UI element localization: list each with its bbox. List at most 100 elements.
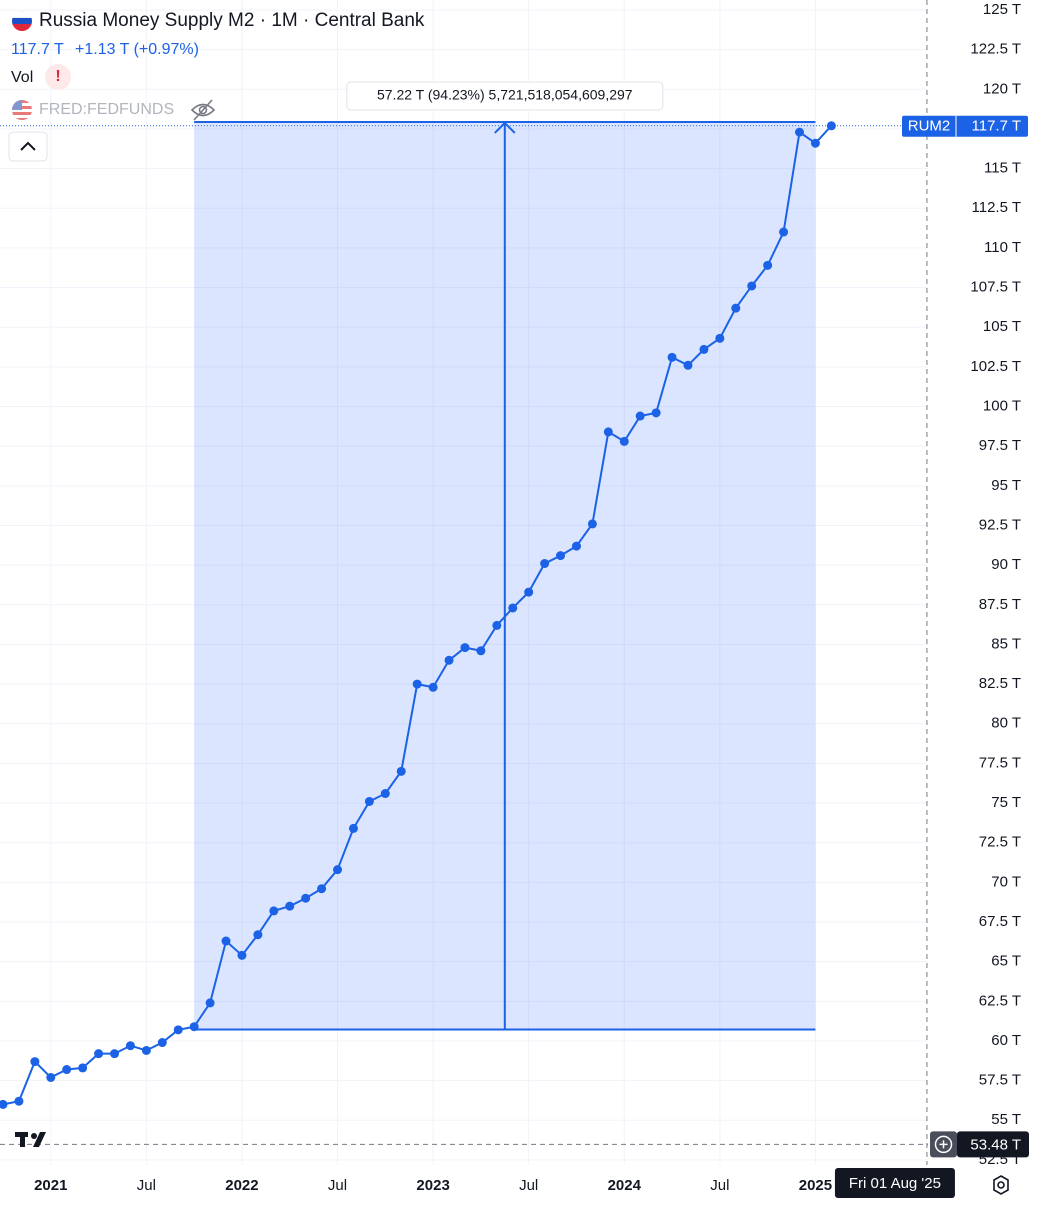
data-point — [317, 884, 327, 894]
alert-icon[interactable]: ! — [55, 68, 60, 85]
y-tick-label: 105 T — [983, 318, 1021, 335]
add-button-icon[interactable] — [934, 1135, 953, 1154]
data-point — [810, 138, 820, 148]
y-tick-label: 92.5 T — [979, 516, 1021, 533]
data-point — [635, 411, 645, 421]
data-point — [348, 823, 358, 833]
y-tick-label: 75 T — [991, 794, 1021, 811]
settings-icon[interactable] — [993, 1175, 1009, 1195]
data-point — [62, 1065, 72, 1075]
y-tick-label: 102.5 T — [970, 358, 1021, 375]
y-tick-label: 125 T — [983, 1, 1021, 18]
crosshair-price-label: 53.48 T — [970, 1136, 1021, 1153]
y-tick-label: 122.5 T — [970, 41, 1021, 58]
data-point — [412, 679, 422, 689]
data-point — [301, 893, 311, 903]
data-point — [763, 260, 773, 270]
legend-value: 117.7 T — [11, 41, 64, 58]
crosshair-price-bg — [957, 1131, 1029, 1158]
data-point — [205, 998, 215, 1008]
us-flag — [12, 100, 32, 120]
y-tick-label: 87.5 T — [979, 596, 1021, 613]
add-button-plus[interactable] — [939, 1140, 948, 1149]
x-tick-label: Jul — [328, 1177, 347, 1194]
overlay: Russia Money Supply M2 · 1M · Central Ba… — [8, 1, 1029, 1198]
y-tick-label: 72.5 T — [979, 834, 1021, 851]
y-tick-label: 60 T — [991, 1032, 1021, 1049]
x-tick-label: 2021 — [34, 1177, 67, 1194]
data-point — [571, 541, 581, 551]
y-tick-label: 70 T — [991, 873, 1021, 890]
collapse-button[interactable] — [8, 131, 48, 162]
data-point — [492, 620, 502, 630]
data-point — [747, 281, 757, 291]
data-point — [603, 427, 613, 437]
russia-flag — [12, 11, 32, 31]
y-tick-label: 120 T — [983, 80, 1021, 97]
y-tick-label: 57.5 T — [979, 1072, 1021, 1089]
collapse-icon[interactable] — [20, 141, 36, 151]
data-point — [141, 1045, 151, 1055]
y-tick-label: 100 T — [983, 397, 1021, 414]
y-tick-label: 82.5 T — [979, 675, 1021, 692]
y-tick-label: 112.5 T — [972, 199, 1021, 216]
y-tick-label: 65 T — [991, 953, 1021, 970]
measure-label: 57.22 T (94.23%) 5,721,518,054,609,297 — [377, 87, 633, 103]
measure-label-box — [346, 81, 664, 111]
data-point — [667, 352, 677, 362]
y-tick-label: 110 T — [984, 239, 1021, 256]
tradingview-logo — [15, 1132, 46, 1147]
crosshair-date-label: Fri 01 Aug '25 — [849, 1175, 941, 1192]
data-point — [556, 551, 566, 561]
x-tick-label: Jul — [137, 1177, 156, 1194]
data-point — [189, 1022, 199, 1032]
data-point — [476, 646, 486, 656]
data-point — [0, 1099, 8, 1109]
data-point — [173, 1025, 183, 1035]
data-point — [157, 1038, 167, 1048]
data-point — [428, 682, 438, 692]
y-tick-label: 80 T — [991, 715, 1021, 732]
data-point — [237, 950, 247, 960]
data-point — [110, 1049, 120, 1059]
y-tick-label: 62.5 T — [979, 992, 1021, 1009]
x-tick-label: 2022 — [225, 1177, 258, 1194]
data-point — [285, 901, 295, 911]
data-point — [30, 1057, 40, 1067]
data-point — [795, 127, 804, 137]
y-tick-label: 67.5 T — [979, 913, 1021, 930]
crosshair-date-bg — [834, 1168, 955, 1198]
data-point — [508, 603, 518, 613]
data-point — [78, 1063, 88, 1073]
y-tick-label: 55 T — [991, 1111, 1021, 1128]
alert-badge[interactable] — [45, 64, 71, 90]
data-point — [444, 655, 454, 665]
series-tag-bg — [902, 115, 1028, 137]
data-point — [715, 333, 725, 343]
data-point — [125, 1041, 135, 1051]
y-tick-label: 115 T — [984, 160, 1021, 177]
x-tick-label: Jul — [710, 1177, 729, 1194]
data-point — [333, 865, 343, 875]
data-point — [731, 303, 741, 313]
data-point — [253, 930, 263, 940]
y-tick-label: 107.5 T — [970, 279, 1021, 296]
legend-change: +1.13 T (+0.97%) — [75, 41, 199, 58]
data-point — [683, 360, 693, 370]
data-point — [46, 1072, 56, 1082]
x-tick-label: 2023 — [416, 1177, 449, 1194]
x-tick-label: Jul — [519, 1177, 538, 1194]
data-point — [540, 559, 550, 569]
y-tick-label: 77.5 T — [979, 754, 1021, 771]
y-tick-label: 85 T — [991, 635, 1021, 652]
data-point — [699, 344, 709, 354]
hide-icon[interactable] — [190, 99, 216, 121]
x-tick-label: 2025 — [799, 1177, 832, 1194]
series-name-tag: RUM2 — [908, 118, 951, 135]
chart-title: Russia Money Supply M2 · 1M · Central Ba… — [39, 10, 425, 31]
data-point — [396, 766, 406, 776]
y-tick-label: 90 T — [991, 556, 1021, 573]
data-point — [14, 1096, 24, 1106]
compare-symbol[interactable]: FRED:FEDFUNDS — [39, 101, 174, 118]
